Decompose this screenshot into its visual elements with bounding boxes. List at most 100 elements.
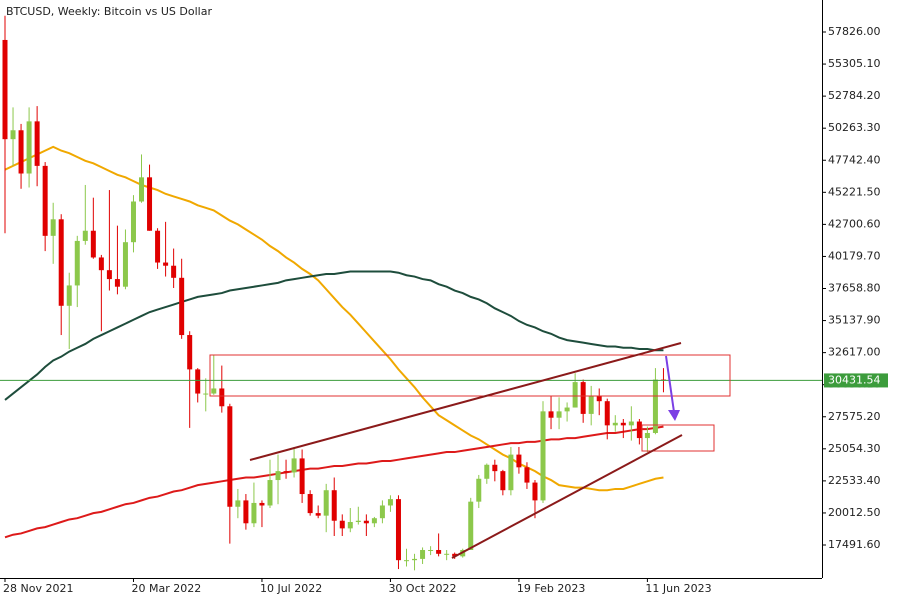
candle-body [187,335,193,370]
candle-body [275,471,281,481]
candle-body [636,421,642,439]
candle-body [524,467,530,483]
candle-body [106,270,112,280]
axes: 17491.60 20012.50 22533.40 25054.30 27575.20… [0,0,888,595]
candle-body [500,471,506,491]
upper-trendline [249,342,682,461]
y-tick-label: 32617.00 [828,346,881,359]
candle-body [251,502,257,524]
candle-body [139,177,145,202]
candle-body [267,480,273,506]
candle-body [508,454,514,491]
forecast-arrow [665,355,675,413]
resistance-zone [209,354,731,397]
candle-body [395,499,401,561]
candle-body [412,558,418,561]
candle-body [420,549,426,559]
candle-body [163,262,169,266]
support-zone [641,424,715,452]
candle-body [66,285,72,306]
candle-body [2,39,8,140]
candle-body [588,396,594,414]
y-tick-label: 57826.00 [828,25,881,38]
candle-body [50,219,56,236]
candle-body [628,421,634,426]
candle-body [299,458,305,495]
x-tick-label: 10 Jul 2022 [260,582,322,595]
y-tick-label: 55305.10 [828,57,881,70]
candle-body [171,265,177,278]
y-tick-label: 42700.60 [828,217,881,230]
chart-title: BTCUSD, Weekly: Bitcoin vs US Dollar [6,5,212,18]
candle-body [291,458,297,473]
candle-body [307,494,313,514]
candle-body [235,500,241,507]
candle-body [363,520,369,524]
candle-body [556,411,562,418]
current-price-box [824,373,888,388]
candle-body [436,549,442,554]
candle-body [604,401,610,426]
y-tick-label: 50263.30 [828,121,881,134]
y-tick-label: 45221.50 [828,185,881,198]
candle-body [227,406,233,507]
candle-body [339,520,345,529]
candle-body [211,388,217,394]
y-tick-label: 35137.90 [828,314,881,327]
candle-body [219,388,225,407]
candle-body [564,407,570,412]
candle-body [195,369,201,394]
current-price-label: 30431.54 [828,373,881,386]
y-tick-label: 17491.60 [828,538,881,551]
candle-body [347,522,353,529]
candle-body [620,422,626,426]
candle-body [532,482,538,501]
candle-body [58,219,64,306]
candle-body [259,502,265,506]
candle-body [114,279,120,287]
plot-area [0,15,822,571]
candle-body [476,478,482,502]
candle-body [130,201,136,243]
candle-body [428,549,434,551]
candle-body [74,240,80,286]
candle-body [387,499,393,506]
candle-body [90,230,96,258]
y-tick-label: 37658.80 [828,282,881,295]
y-tick-label: 40179.70 [828,249,881,262]
candle-body [323,490,329,516]
candle-body [404,560,409,562]
x-tick-label: 28 Nov 2021 [3,582,73,595]
candle-body [42,165,48,236]
y-tick-label: 47742.40 [828,153,881,166]
candle-body [147,177,153,231]
x-tick-label: 30 Oct 2022 [388,582,456,595]
candle-body [283,471,289,473]
candle-body [179,277,185,336]
candle-body [572,382,578,408]
candle-body [452,553,458,557]
candle-body [371,518,377,524]
candle-body [98,257,104,271]
moving-average-line [4,270,664,401]
candle-body [355,520,361,523]
candle-body [203,393,209,395]
candle-body [580,382,586,414]
candle-body [331,490,337,521]
y-tick-label: 27575.20 [828,410,881,423]
y-tick-label: 22533.40 [828,474,881,487]
candle-body [548,411,554,418]
y-tick-label: 20012.50 [828,506,881,519]
candle-body [243,500,249,524]
candle-body [468,501,474,550]
candle-body [122,242,128,287]
candle-body [18,130,24,174]
candle-body [34,121,40,166]
candle-body [155,230,161,263]
candle-body [516,454,522,468]
candle-body [82,230,88,241]
moving-average-line [4,425,664,539]
x-tick-label: 20 Mar 2022 [131,582,201,595]
candle-body [492,464,498,472]
